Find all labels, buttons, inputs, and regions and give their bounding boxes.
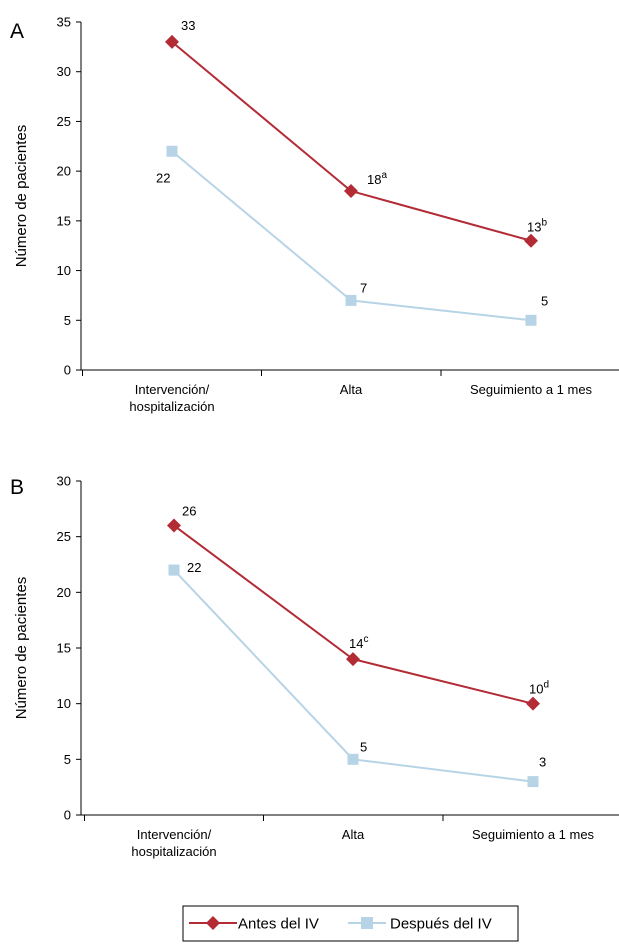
x-tick-label: Seguimiento a 1 mes	[470, 382, 593, 397]
series-line	[173, 524, 534, 705]
y-tick-label: 0	[64, 808, 71, 823]
y-tick-label: 15	[57, 213, 71, 228]
data-label: 26	[182, 504, 196, 519]
data-point	[167, 518, 181, 533]
y-tick-label: 15	[57, 641, 71, 656]
legend-marker-square	[361, 917, 373, 929]
data-label-superscript: a	[381, 170, 387, 181]
data-label-value: 5	[360, 739, 367, 754]
x-tick-label: Seguimiento a 1 mes	[472, 827, 595, 842]
data-point	[165, 34, 179, 49]
x-tick-label: Intervención/hospitalización	[129, 382, 214, 414]
data-point	[166, 145, 178, 157]
data-label: 33	[181, 18, 195, 33]
x-tick-label-line: hospitalización	[131, 844, 216, 859]
y-tick-label: 5	[64, 313, 71, 328]
legend-box	[182, 905, 519, 942]
x-tick-label: Intervención/hospitalización	[131, 827, 216, 859]
x-tick-label-line: Alta	[342, 827, 365, 842]
data-label-value: 3	[539, 755, 546, 770]
data-label: 7	[360, 280, 367, 295]
data-label-value: 13	[527, 220, 541, 235]
chart-panel-b: B Número de pacientes 0 5 10 15 20 25 30 Interven…	[10, 474, 619, 859]
y-tick-label: 20	[57, 164, 71, 179]
data-point	[526, 696, 540, 711]
data-label-value: 10	[529, 682, 543, 697]
data-label: 14c	[349, 634, 368, 651]
data-label-value: 7	[360, 280, 367, 295]
y-tick-label: 25	[57, 529, 71, 544]
data-point	[524, 233, 538, 248]
y-tick-label: 10	[57, 263, 71, 278]
data-point	[525, 314, 537, 326]
x-tick-label-line: Alta	[340, 382, 363, 397]
panel-letter: A	[10, 20, 24, 43]
panel-letter: B	[10, 476, 24, 499]
data-label-value: 26	[182, 504, 196, 519]
x-tick-label-line: Seguimiento a 1 mes	[472, 827, 595, 842]
x-tick-label-line: Intervención/	[137, 827, 212, 842]
data-label: 22	[156, 170, 170, 185]
x-tick-label: Alta	[340, 382, 363, 397]
y-tick-label: 20	[57, 585, 71, 600]
data-label-superscript: c	[363, 634, 368, 645]
legend-label: Antes del IV	[238, 916, 319, 933]
y-tick-label: 0	[64, 363, 71, 378]
data-label-value: 5	[541, 293, 548, 308]
data-label: 5	[541, 293, 548, 308]
x-tick-label-line: Intervención/	[135, 382, 210, 397]
data-point	[347, 753, 359, 765]
data-label-value: 14	[349, 636, 363, 651]
y-axis-title: Número de pacientes	[13, 125, 30, 268]
y-tick-label: 35	[57, 15, 71, 30]
y-tick-label: 30	[57, 474, 71, 489]
data-label: 13b	[527, 218, 547, 235]
data-label-value: 22	[156, 170, 170, 185]
x-tick-label-line: hospitalización	[129, 399, 214, 414]
x-tick-label: Alta	[342, 827, 365, 842]
y-axis-title: Número de pacientes	[13, 577, 30, 720]
data-point	[168, 564, 180, 576]
data-point	[527, 776, 539, 788]
series-line	[173, 569, 534, 783]
chart-panel-a: A Número de pacientes 0 5 10 15 20 25 30 35 Interv…	[10, 15, 619, 414]
data-point	[344, 184, 358, 199]
data-label-superscript: d	[543, 680, 549, 691]
data-label: 22	[187, 560, 201, 575]
y-tick-label: 25	[57, 114, 71, 129]
data-label: 3	[539, 755, 546, 770]
data-label-value: 18	[367, 172, 381, 187]
legend-marker-diamond	[206, 916, 220, 930]
legend: Antes del IV Después del IV	[182, 905, 519, 942]
y-tick-label: 5	[64, 752, 71, 767]
data-point	[345, 294, 357, 306]
data-label-value: 33	[181, 18, 195, 33]
data-label-superscript: b	[541, 218, 547, 229]
data-label: 5	[360, 739, 367, 754]
data-label: 10d	[529, 680, 549, 697]
data-label: 18a	[367, 170, 387, 187]
y-tick-label: 30	[57, 64, 71, 79]
data-label-value: 22	[187, 560, 201, 575]
series-line	[171, 41, 532, 242]
data-point	[346, 652, 360, 667]
y-tick-label: 10	[57, 696, 71, 711]
x-tick-label-line: Seguimiento a 1 mes	[470, 382, 593, 397]
legend-label: Después del IV	[390, 916, 492, 933]
